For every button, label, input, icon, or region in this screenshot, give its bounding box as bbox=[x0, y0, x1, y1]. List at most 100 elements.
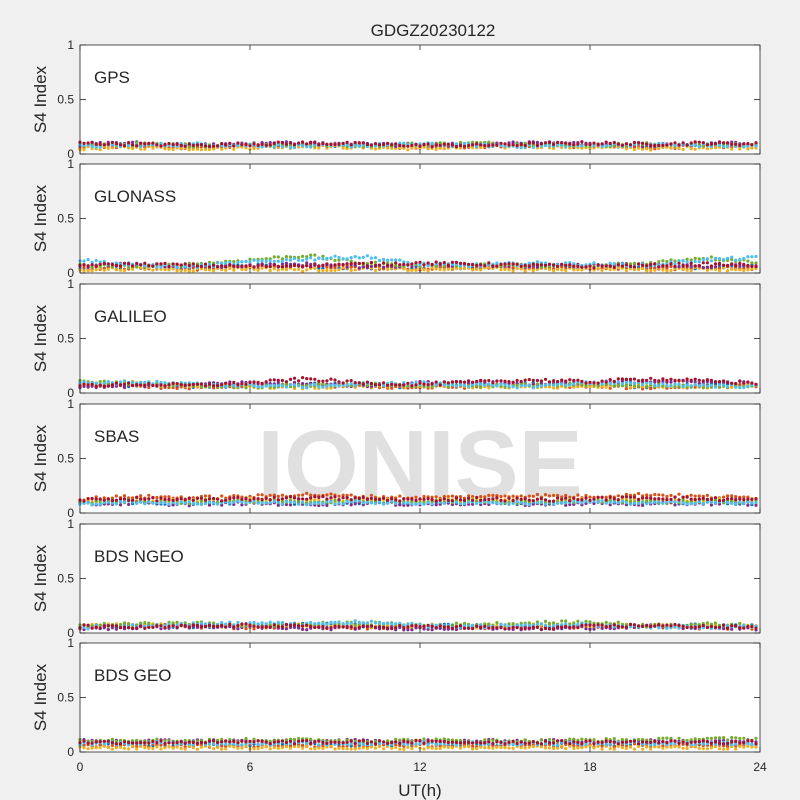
data-point bbox=[203, 494, 208, 498]
data-point bbox=[677, 379, 681, 383]
data-point bbox=[677, 382, 681, 386]
data-point bbox=[709, 503, 714, 507]
data-point bbox=[701, 258, 705, 262]
data-point bbox=[560, 378, 564, 382]
data-point bbox=[345, 379, 349, 383]
data-point bbox=[135, 495, 139, 499]
data-point bbox=[305, 264, 309, 268]
data-point bbox=[657, 143, 661, 147]
data-point bbox=[268, 498, 272, 502]
data-point bbox=[616, 266, 620, 270]
data-point bbox=[649, 381, 653, 385]
y-tick-label: 1 bbox=[67, 38, 74, 52]
data-point bbox=[738, 497, 742, 501]
data-point bbox=[661, 264, 665, 268]
data-point bbox=[641, 503, 645, 507]
data-point bbox=[730, 147, 734, 151]
data-point bbox=[560, 141, 564, 145]
data-point bbox=[94, 145, 98, 149]
data-point bbox=[600, 382, 604, 386]
data-point bbox=[110, 499, 114, 503]
data-point bbox=[369, 264, 373, 268]
data-point bbox=[705, 384, 710, 388]
data-point bbox=[661, 497, 665, 501]
data-point bbox=[268, 493, 272, 497]
data-point bbox=[426, 261, 430, 265]
data-point bbox=[673, 143, 677, 147]
data-point bbox=[572, 140, 576, 145]
data-point bbox=[539, 379, 544, 383]
data-point bbox=[572, 143, 576, 147]
data-point bbox=[369, 496, 373, 500]
data-point bbox=[220, 499, 224, 503]
data-point bbox=[665, 264, 669, 268]
data-point bbox=[353, 499, 357, 503]
data-point bbox=[301, 493, 305, 497]
data-point bbox=[722, 498, 726, 502]
data-point bbox=[632, 268, 637, 272]
data-point bbox=[726, 256, 730, 260]
data-point bbox=[446, 142, 450, 146]
data-point bbox=[527, 503, 531, 507]
panel-name: SBAS bbox=[94, 427, 139, 446]
data-point bbox=[341, 141, 345, 145]
data-point bbox=[313, 495, 317, 499]
data-point bbox=[333, 268, 337, 272]
data-point bbox=[750, 267, 754, 271]
data-point bbox=[187, 145, 191, 149]
data-point bbox=[305, 497, 309, 501]
data-point bbox=[373, 142, 378, 146]
data-point bbox=[232, 496, 236, 500]
data-point bbox=[717, 383, 722, 387]
data-point bbox=[588, 495, 592, 499]
data-point bbox=[713, 380, 718, 384]
data-point bbox=[604, 385, 608, 389]
data-point bbox=[357, 261, 361, 266]
data-point bbox=[616, 142, 620, 146]
data-point bbox=[98, 148, 102, 152]
data-point bbox=[216, 502, 220, 506]
data-point bbox=[580, 379, 584, 383]
data-point bbox=[475, 495, 479, 500]
data-point bbox=[280, 141, 284, 145]
data-point bbox=[462, 498, 467, 502]
data-point bbox=[596, 500, 600, 504]
data-point bbox=[722, 266, 726, 270]
data-point bbox=[430, 382, 434, 386]
data-point bbox=[471, 498, 475, 502]
data-point bbox=[390, 382, 394, 387]
data-point bbox=[438, 265, 442, 269]
data-point bbox=[102, 261, 106, 265]
data-point bbox=[458, 498, 463, 502]
data-point bbox=[446, 381, 450, 385]
data-point bbox=[297, 493, 301, 497]
data-point bbox=[645, 269, 649, 273]
data-point bbox=[693, 497, 697, 502]
data-point bbox=[90, 502, 94, 507]
data-point bbox=[264, 384, 268, 388]
data-point bbox=[483, 379, 487, 383]
data-point bbox=[693, 494, 697, 498]
data-point bbox=[305, 268, 309, 272]
data-point bbox=[325, 142, 329, 146]
data-point bbox=[284, 261, 288, 265]
data-point bbox=[127, 266, 131, 270]
data-point bbox=[434, 495, 438, 499]
data-point bbox=[637, 268, 641, 272]
data-point bbox=[543, 144, 548, 148]
data-point bbox=[499, 268, 503, 272]
data-point bbox=[705, 143, 710, 147]
data-point bbox=[580, 498, 584, 502]
data-point bbox=[709, 383, 714, 387]
data-point bbox=[272, 495, 276, 499]
data-point bbox=[94, 264, 98, 268]
data-point bbox=[386, 146, 390, 150]
data-point bbox=[556, 143, 560, 147]
data-point bbox=[649, 501, 653, 505]
data-point bbox=[268, 141, 272, 145]
data-point bbox=[297, 502, 301, 506]
data-point bbox=[426, 497, 430, 501]
data-point bbox=[604, 380, 608, 384]
data-point bbox=[224, 498, 228, 502]
data-point bbox=[560, 268, 564, 272]
